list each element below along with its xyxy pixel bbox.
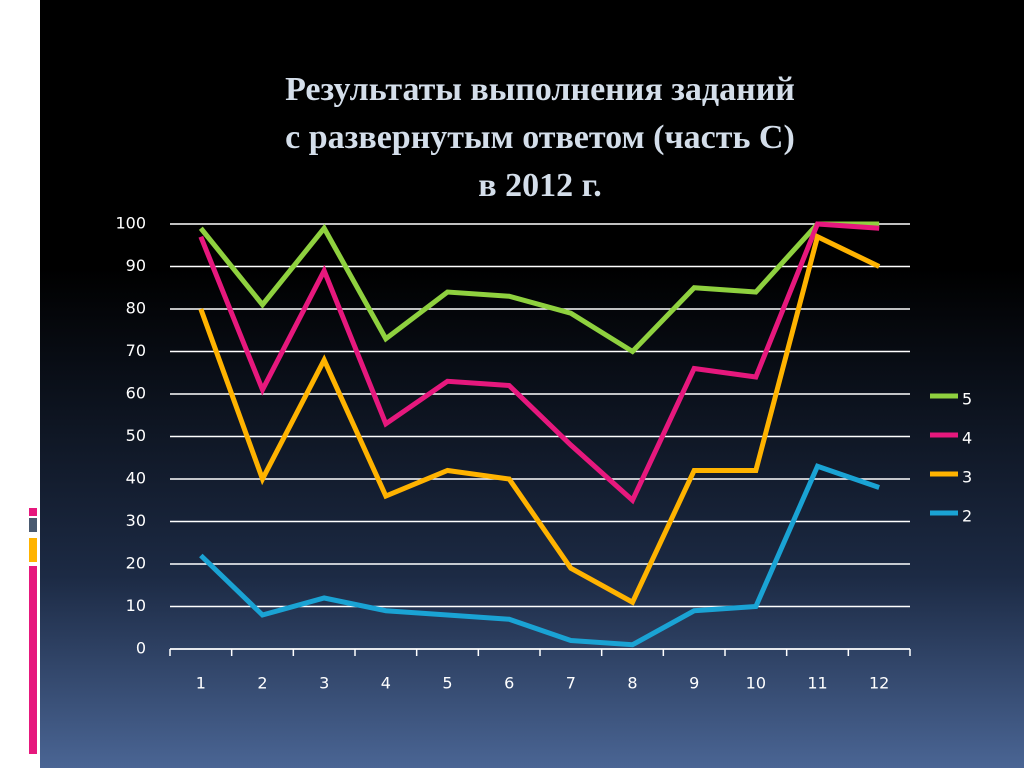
y-tick-label: 60	[126, 384, 146, 403]
y-tick-label: 10	[126, 596, 146, 615]
y-tick-label: 90	[126, 256, 146, 275]
legend-label: 3	[962, 468, 972, 487]
x-tick-label: 2	[257, 674, 267, 693]
y-tick-label: 100	[115, 214, 146, 233]
legend-label: 2	[962, 507, 972, 526]
chart-title: в 2012 г.	[478, 167, 601, 204]
x-tick-label: 4	[381, 674, 391, 693]
x-tick-label: 6	[504, 674, 514, 693]
x-tick-label: 11	[807, 674, 827, 693]
y-tick-label: 0	[136, 639, 146, 658]
x-tick-label: 3	[319, 674, 329, 693]
y-tick-label: 30	[126, 511, 146, 530]
x-tick-label: 8	[627, 674, 637, 693]
chart-title: Результаты выполнения заданий	[285, 71, 795, 108]
x-tick-label: 5	[442, 674, 452, 693]
y-tick-label: 40	[126, 469, 146, 488]
series-line	[198, 233, 881, 606]
series-line	[198, 221, 880, 505]
y-tick-label: 20	[126, 554, 146, 573]
legend-label: 5	[962, 390, 972, 409]
deco	[29, 518, 37, 532]
x-tick-label: 9	[689, 674, 699, 693]
legend-label: 4	[962, 429, 972, 448]
x-tick-label: 12	[869, 674, 889, 693]
x-tick-label: 1	[196, 674, 206, 693]
y-tick-label: 50	[126, 426, 146, 445]
y-tick-label: 80	[126, 299, 146, 318]
series-line	[198, 221, 880, 355]
chart-title: с развернутым ответом (часть С)	[285, 119, 795, 156]
deco	[29, 508, 37, 516]
series-line	[199, 463, 880, 648]
x-tick-label: 7	[566, 674, 576, 693]
y-tick-label: 70	[126, 341, 146, 360]
deco	[29, 566, 37, 754]
x-tick-label: 10	[746, 674, 766, 693]
deco	[29, 538, 37, 562]
